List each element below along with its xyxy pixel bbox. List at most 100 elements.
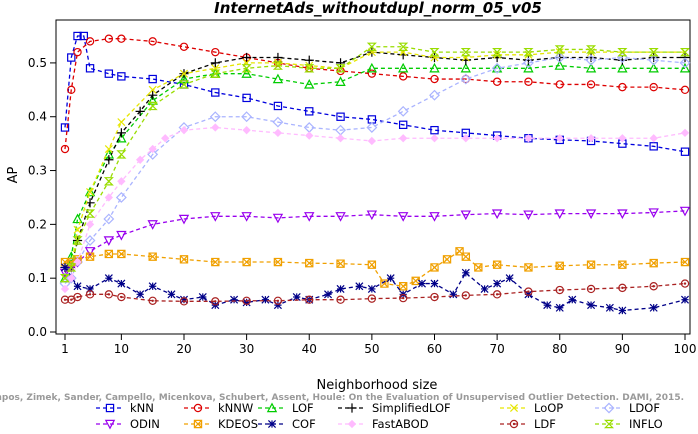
data-point-knn: [398, 120, 408, 129]
data-point-cof: [179, 295, 189, 304]
data-point-loop: [117, 118, 126, 127]
legend-marker-cof: [267, 419, 277, 429]
data-point-kdeos: [398, 282, 408, 291]
data-point-cof: [292, 292, 301, 302]
data-point-kdeos: [336, 259, 345, 268]
data-point-fastabod: [179, 126, 189, 135]
series-inflo: [59, 42, 691, 283]
data-point-cof: [355, 282, 364, 291]
data-point-fastabod: [305, 131, 314, 140]
data-point-fastabod: [680, 128, 690, 138]
data-point-ldof: [648, 54, 660, 66]
data-point-odin: [554, 209, 565, 220]
data-point-inflo: [523, 47, 534, 57]
legend-label-kdeos: KDEOS: [218, 417, 258, 431]
data-point-ldf: [336, 295, 345, 304]
data-point-lof: [304, 78, 315, 89]
data-point-fastabod: [273, 128, 283, 138]
data-point-fastabod: [161, 134, 170, 143]
data-point-lof: [178, 73, 190, 84]
data-point-odin: [178, 214, 190, 225]
data-point-inflo: [554, 45, 565, 54]
data-point-ldf-dot: [63, 298, 67, 301]
data-point-cof: [117, 279, 126, 288]
legend-label-fastabod: FastABOD: [372, 417, 429, 431]
data-point-inflo: [147, 101, 158, 111]
data-point-lof: [72, 213, 83, 224]
series-line-loop: [64, 51, 685, 279]
data-point-ldf-dot: [683, 282, 687, 285]
data-point-ldf-dot: [214, 300, 217, 303]
data-point-ldf: [430, 292, 439, 302]
data-point-ldf-dot: [652, 285, 655, 288]
data-point-lof: [147, 95, 158, 105]
data-point-odin: [147, 220, 158, 230]
legend-label-cof: COF: [292, 417, 316, 431]
y-tick-label: 0.1: [28, 271, 47, 285]
data-point-lof: [460, 62, 472, 73]
data-point-knnw: [649, 82, 658, 92]
data-point-fastabod: [430, 134, 439, 143]
data-point-knn: [305, 107, 314, 116]
data-point-odin: [491, 209, 503, 220]
data-point-cof: [336, 284, 345, 293]
data-point-knn: [148, 74, 157, 84]
series-knn: [60, 31, 690, 156]
data-point-ldf: [586, 284, 596, 294]
data-point-odin: [366, 210, 378, 221]
data-point-knnw: [680, 85, 690, 95]
data-point-kdeos: [380, 279, 389, 288]
data-point-cof: [167, 290, 176, 299]
series-line-inflo: [64, 46, 685, 279]
series-line-ldof: [64, 56, 686, 285]
legend-marker-ldf-dot: [512, 422, 516, 426]
data-point-kdeos: [680, 257, 690, 267]
data-point-fastabod: [85, 220, 95, 229]
data-point-cof: [524, 290, 533, 299]
data-point-knnw: [430, 74, 439, 84]
data-point-kdeos: [117, 249, 126, 259]
data-point-ldof: [84, 235, 96, 246]
x-tick-label: 70: [489, 342, 504, 356]
data-point-ldf: [60, 295, 70, 304]
data-point-ldf-dot: [433, 295, 436, 299]
y-tick-label: 0.0: [28, 325, 47, 339]
legend-label-lof: LOF: [292, 401, 314, 415]
data-point-loop: [179, 69, 189, 78]
data-point-kdeos: [442, 255, 452, 264]
legend-marker-knnw: [193, 403, 203, 413]
data-point-knn: [85, 64, 95, 73]
data-point-ldf: [398, 293, 408, 303]
data-point-kdeos: [474, 263, 483, 272]
legend-entry-cof: COF: [258, 417, 316, 431]
data-point-lof: [648, 62, 659, 73]
legend-marker-inflo: [603, 419, 615, 429]
data-point-fastabod: [336, 134, 345, 143]
data-point-simplifiedlof: [273, 52, 283, 63]
data-point-inflo: [116, 150, 127, 159]
data-point-odin: [585, 209, 597, 220]
data-point-odin: [84, 247, 96, 257]
data-point-lof: [554, 60, 565, 70]
data-point-ldof: [65, 272, 77, 284]
data-point-knnw: [117, 34, 126, 43]
data-point-ldf-dot: [495, 293, 499, 296]
x-tick-label: 30: [239, 342, 254, 356]
data-point-ldf: [492, 290, 502, 299]
data-point-fastabod: [211, 123, 220, 132]
x-tick-label: 50: [364, 342, 379, 356]
legend-entry-knn: kNN: [96, 401, 154, 415]
data-point-ldf: [618, 283, 627, 293]
data-point-knnw: [179, 42, 189, 51]
data-point-odin: [617, 209, 628, 220]
data-point-inflo: [59, 273, 71, 283]
legend-entry-lof: LOF: [258, 401, 314, 415]
data-point-inflo: [66, 263, 77, 272]
data-point-knn: [273, 101, 283, 111]
data-point-simplifiedlof: [104, 155, 114, 165]
data-point-cof: [148, 282, 157, 291]
data-point-inflo: [366, 42, 377, 51]
legend-marker-odin: [104, 419, 116, 430]
data-point-knnw: [60, 144, 70, 154]
